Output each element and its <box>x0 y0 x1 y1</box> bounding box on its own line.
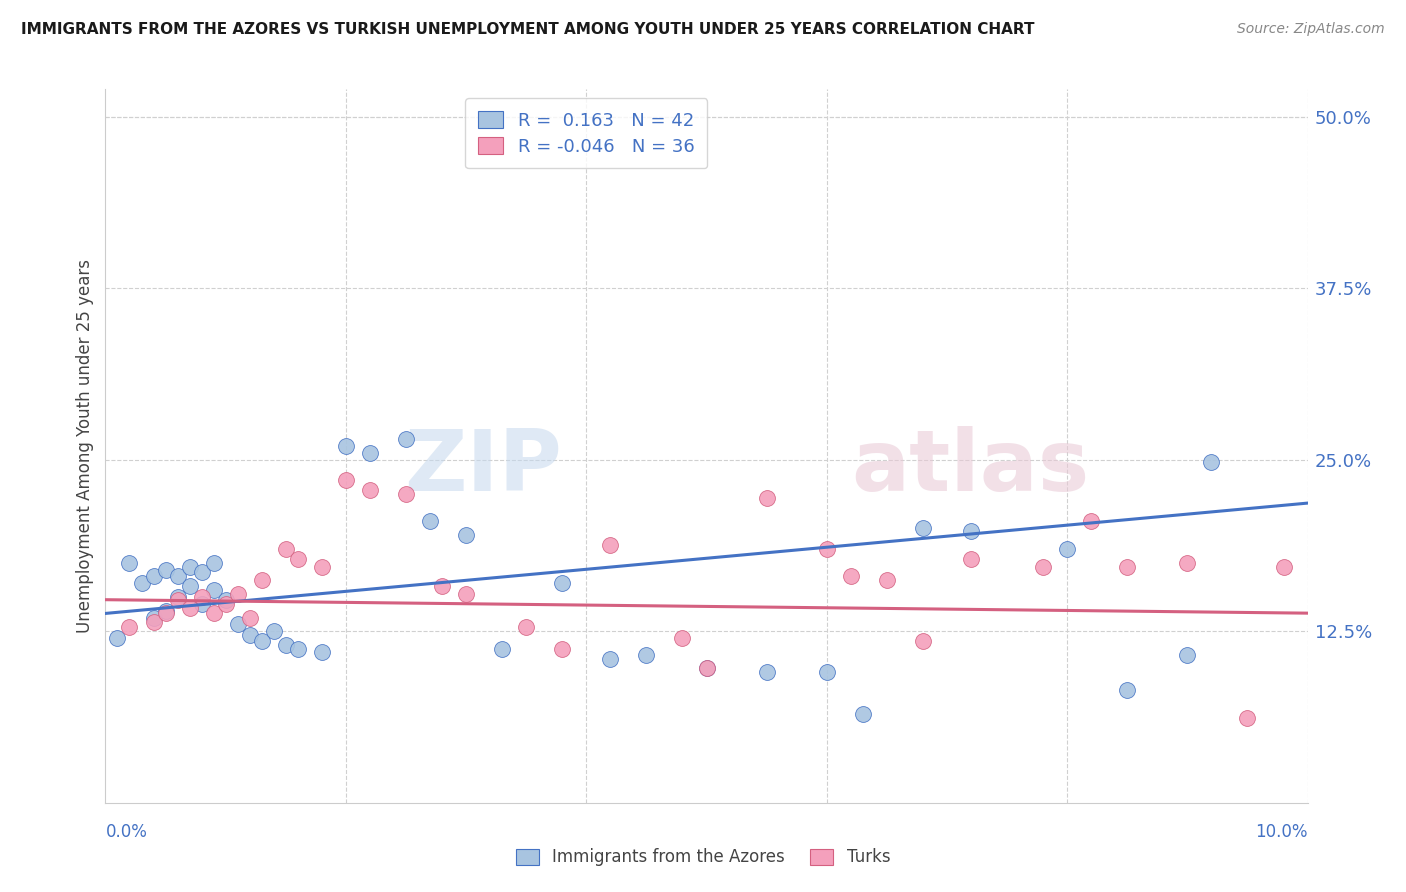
Point <box>155 562 177 576</box>
Point <box>155 604 177 618</box>
Point <box>1116 683 1139 698</box>
Point <box>214 592 236 607</box>
Point <box>1175 648 1198 662</box>
Point <box>274 638 297 652</box>
Point <box>202 583 225 598</box>
Point <box>671 631 693 645</box>
Point <box>960 551 983 566</box>
Point <box>1032 559 1054 574</box>
Point <box>755 491 778 505</box>
Point <box>911 633 934 648</box>
Legend: R =  0.163   N = 42, R = -0.046   N = 36: R = 0.163 N = 42, R = -0.046 N = 36 <box>465 98 707 169</box>
Point <box>142 569 165 583</box>
Point <box>263 624 285 639</box>
Point <box>179 601 201 615</box>
Point <box>190 590 212 604</box>
Point <box>179 579 201 593</box>
Point <box>960 524 983 538</box>
Point <box>359 446 381 460</box>
Point <box>1201 455 1223 469</box>
Point <box>395 432 418 446</box>
Point <box>155 607 177 621</box>
Point <box>202 607 225 621</box>
Point <box>599 651 621 665</box>
Point <box>226 587 249 601</box>
Point <box>1056 541 1078 556</box>
Point <box>190 566 212 580</box>
Point <box>239 610 262 624</box>
Point <box>359 483 381 497</box>
Point <box>142 615 165 629</box>
Point <box>911 521 934 535</box>
Point <box>214 597 236 611</box>
Point <box>131 576 153 591</box>
Point <box>1236 711 1258 725</box>
Text: 10.0%: 10.0% <box>1256 822 1308 840</box>
Point <box>179 559 201 574</box>
Point <box>287 551 309 566</box>
Point <box>250 574 273 588</box>
Point <box>274 541 297 556</box>
Text: Source: ZipAtlas.com: Source: ZipAtlas.com <box>1237 22 1385 37</box>
Point <box>335 439 357 453</box>
Point <box>551 642 574 657</box>
Point <box>107 631 129 645</box>
Point <box>454 587 477 601</box>
Point <box>335 473 357 487</box>
Point <box>1080 515 1102 529</box>
Point <box>839 569 862 583</box>
Legend: Immigrants from the Azores, Turks: Immigrants from the Azores, Turks <box>508 840 898 875</box>
Point <box>118 556 141 570</box>
Point <box>696 661 718 675</box>
Point <box>755 665 778 680</box>
Point <box>287 642 309 657</box>
Point <box>515 620 537 634</box>
Point <box>311 645 333 659</box>
Point <box>118 620 141 634</box>
Point <box>852 706 875 721</box>
Point <box>454 528 477 542</box>
Point <box>250 633 273 648</box>
Text: 0.0%: 0.0% <box>105 822 148 840</box>
Point <box>599 538 621 552</box>
Point <box>1272 559 1295 574</box>
Point <box>202 556 225 570</box>
Point <box>636 648 658 662</box>
Point <box>142 610 165 624</box>
Point <box>815 665 838 680</box>
Text: atlas: atlas <box>851 425 1090 509</box>
Point <box>419 515 441 529</box>
Text: ZIP: ZIP <box>405 425 562 509</box>
Point <box>226 617 249 632</box>
Point <box>239 628 262 642</box>
Point <box>1175 556 1198 570</box>
Point <box>876 574 898 588</box>
Point <box>166 590 188 604</box>
Point <box>491 642 513 657</box>
Y-axis label: Unemployment Among Youth under 25 years: Unemployment Among Youth under 25 years <box>76 259 94 633</box>
Point <box>190 597 212 611</box>
Point <box>1116 559 1139 574</box>
Point <box>815 541 838 556</box>
Text: IMMIGRANTS FROM THE AZORES VS TURKISH UNEMPLOYMENT AMONG YOUTH UNDER 25 YEARS CO: IMMIGRANTS FROM THE AZORES VS TURKISH UN… <box>21 22 1035 37</box>
Point <box>166 569 188 583</box>
Point <box>551 576 574 591</box>
Point <box>311 559 333 574</box>
Point <box>696 661 718 675</box>
Point <box>430 579 453 593</box>
Point <box>166 592 188 607</box>
Point <box>395 487 418 501</box>
